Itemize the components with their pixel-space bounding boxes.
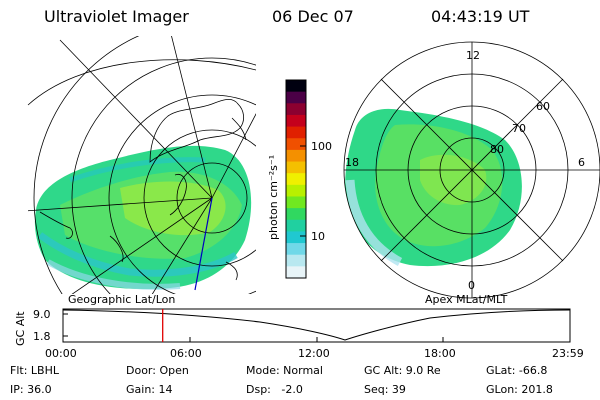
colorbar-segment	[286, 80, 306, 93]
colorbar-segment	[286, 208, 306, 221]
geo-lon-value: GLon: 201.8	[486, 383, 553, 396]
colorbar-segment	[286, 138, 306, 151]
colorbar-segment	[286, 254, 306, 267]
colorbar-segment	[286, 114, 306, 128]
colorbar-segment	[286, 231, 306, 244]
satellite-track	[194, 197, 213, 291]
right-auroral-emission	[345, 108, 522, 267]
polar-labels: 12 18 6 0 60 70 80	[345, 49, 585, 292]
latitude-circles	[33, 36, 256, 294]
colorbar-tick-10: 10	[311, 230, 325, 243]
colorbar-segment	[286, 219, 306, 233]
colorbar-segment	[286, 149, 306, 163]
colorbar: 100 10 photon cm⁻²s⁻¹	[267, 79, 332, 279]
colorbar-tick-100: 100	[311, 140, 332, 153]
colorbar-segment	[286, 91, 306, 104]
colorbar-segment	[286, 184, 306, 198]
instrument-title: Ultraviolet Imager	[44, 7, 189, 26]
mlt-label-18: 18	[345, 156, 359, 169]
lat-label-80: 80	[490, 143, 504, 156]
altitude-plot: GC Alt 9.0 1.8 00:00 06:00 12:00 18:00 2…	[14, 308, 584, 360]
mode-value: Mode: Normal	[246, 364, 323, 377]
altitude-ylabel: GC Alt	[14, 311, 27, 346]
time-tick-2359: 23:59	[552, 347, 584, 360]
colorbar-gradient	[286, 80, 306, 279]
colorbar-segment	[286, 196, 306, 209]
colorbar-segment	[286, 173, 306, 186]
left-auroral-emission	[34, 145, 252, 290]
dsp-value: Dsp: -2.0	[246, 383, 303, 396]
colorbar-segment	[286, 126, 306, 139]
colorbar-segment	[286, 266, 306, 279]
coastlines	[39, 99, 247, 281]
sequence-value: Seq: 39	[364, 383, 406, 396]
gc-alt-value: GC Alt: 9.0 Re	[364, 364, 441, 377]
right-panel-caption: Apex MLat/MLT	[425, 293, 508, 306]
colorbar-segment	[286, 103, 306, 116]
door-status: Door: Open	[126, 364, 189, 377]
ip-value: IP: 36.0	[10, 383, 52, 396]
mlt-label-6: 6	[578, 156, 585, 169]
time-tick-0600: 06:00	[170, 347, 202, 360]
gain-value: Gain: 14	[126, 383, 173, 396]
left-view-boundary	[27, 59, 257, 106]
filter-value: Flt: LBHL	[10, 364, 59, 377]
colorbar-segment	[286, 161, 306, 174]
geographic-map	[28, 36, 256, 294]
altitude-ytick-9: 9.0	[33, 308, 51, 321]
geo-lat-value: GLat: -66.8	[486, 364, 548, 377]
polar-map: 12 18 6 0 60 70 80	[343, 41, 600, 299]
observation-time: 04:43:19 UT	[431, 7, 530, 26]
lat-label-70: 70	[512, 122, 526, 135]
time-tick-1200: 12:00	[298, 347, 330, 360]
colorbar-unit-label: photon cm⁻²s⁻¹	[267, 155, 280, 240]
altitude-ytick-1-8: 1.8	[33, 330, 51, 343]
time-tick-0000: 00:00	[45, 347, 77, 360]
left-panel-caption: Geographic Lat/Lon	[68, 293, 176, 306]
longitude-meridians	[28, 36, 256, 294]
lat-label-60: 60	[536, 100, 550, 113]
mlt-label-0: 0	[468, 279, 475, 292]
observation-date: 06 Dec 07	[272, 7, 354, 26]
polar-grid	[343, 41, 600, 299]
altitude-curve	[62, 309, 571, 341]
time-tick-1800: 18:00	[424, 347, 456, 360]
mlt-label-12: 12	[466, 49, 480, 62]
colorbar-segment	[286, 243, 306, 256]
